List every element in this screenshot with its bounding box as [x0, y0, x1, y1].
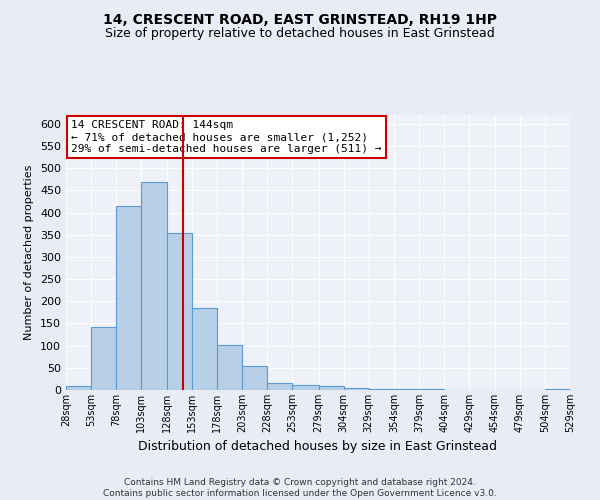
Text: Contains HM Land Registry data © Crown copyright and database right 2024.
Contai: Contains HM Land Registry data © Crown c…	[103, 478, 497, 498]
Bar	[545, 388, 570, 390]
Bar	[319, 386, 344, 390]
Bar	[167, 233, 192, 390]
Bar	[192, 308, 217, 390]
Y-axis label: Number of detached properties: Number of detached properties	[25, 165, 34, 340]
Bar	[66, 386, 91, 390]
X-axis label: Distribution of detached houses by size in East Grinstead: Distribution of detached houses by size …	[139, 440, 497, 454]
Text: 14 CRESCENT ROAD: 144sqm
← 71% of detached houses are smaller (1,252)
29% of sem: 14 CRESCENT ROAD: 144sqm ← 71% of detach…	[71, 120, 382, 154]
Bar	[267, 384, 292, 390]
Bar	[116, 206, 142, 390]
Bar	[91, 326, 116, 390]
Bar	[142, 182, 167, 390]
Bar	[394, 388, 419, 390]
Text: Size of property relative to detached houses in East Grinstead: Size of property relative to detached ho…	[105, 28, 495, 40]
Bar	[419, 389, 444, 390]
Bar	[369, 388, 394, 390]
Bar	[292, 384, 319, 390]
Bar	[242, 366, 267, 390]
Bar	[344, 388, 369, 390]
Text: 14, CRESCENT ROAD, EAST GRINSTEAD, RH19 1HP: 14, CRESCENT ROAD, EAST GRINSTEAD, RH19 …	[103, 12, 497, 26]
Bar	[217, 345, 242, 390]
